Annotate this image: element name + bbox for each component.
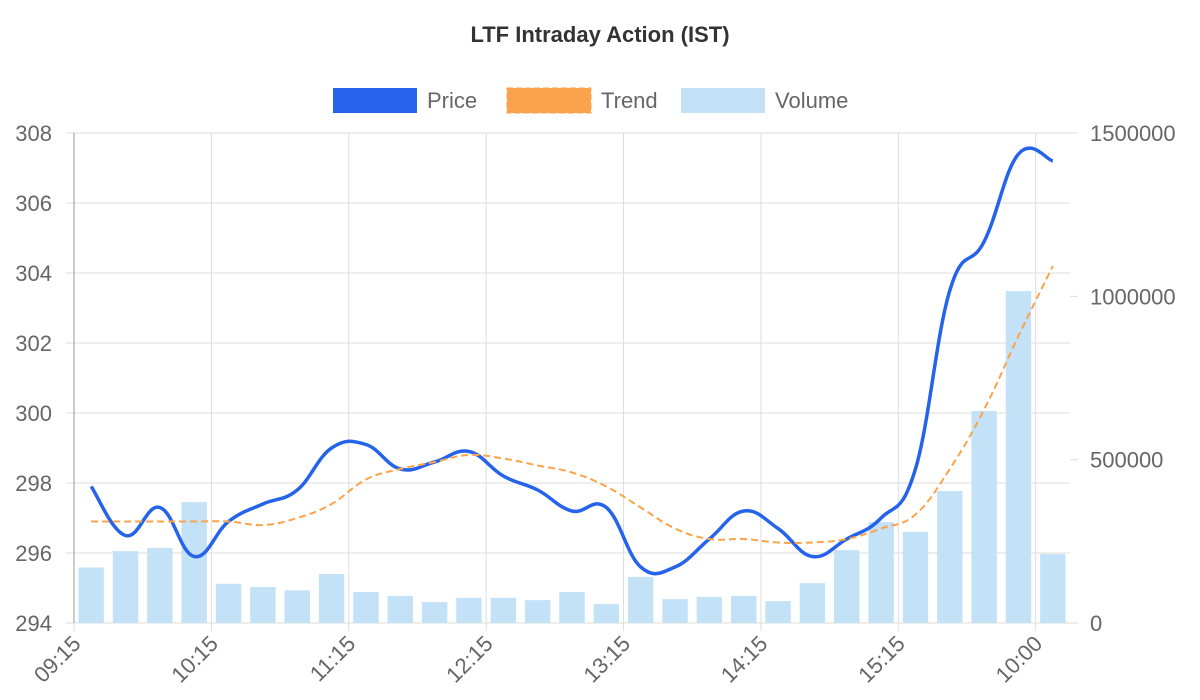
- x-tick-label: 13:15: [578, 631, 635, 688]
- volume-bar: [456, 597, 482, 623]
- x-tick-label: 10:15: [166, 631, 223, 688]
- x-tick-label: 12:15: [441, 631, 498, 688]
- volume-bar: [353, 591, 379, 623]
- x-tick-label: 11:15: [305, 631, 360, 686]
- volume-bar: [559, 591, 585, 623]
- volume-bar: [834, 550, 860, 623]
- volume-bar: [490, 597, 517, 623]
- volume-bar: [112, 551, 139, 623]
- volume-bar: [868, 522, 894, 623]
- volume-bar: [1040, 554, 1066, 623]
- y-tick-label: 296: [15, 541, 52, 566]
- y-tick-label: 302: [15, 331, 52, 356]
- volume-bar: [937, 491, 963, 623]
- volume-bar: [78, 567, 104, 623]
- volume-bar: [421, 602, 448, 623]
- y-tick-label: 306: [15, 191, 52, 216]
- volume-bar: [799, 583, 826, 623]
- volume-bar: [731, 595, 757, 623]
- volume-bar: [765, 601, 791, 623]
- y2-tick-label: 0: [1090, 611, 1102, 636]
- volume-bar: [662, 599, 688, 623]
- y2-tick-label: 500000: [1090, 448, 1163, 473]
- y-tick-label: 298: [15, 471, 52, 496]
- legend-swatch: [681, 88, 765, 113]
- chart-title: LTF Intraday Action (IST): [470, 22, 729, 47]
- y2-tick-label: 1000000: [1090, 284, 1176, 309]
- legend-swatch: [333, 88, 417, 113]
- volume-bar: [696, 596, 723, 623]
- line-1: [91, 265, 1054, 545]
- volume-bar: [181, 502, 207, 623]
- legend-label: Trend: [601, 88, 658, 113]
- volume-bar: [971, 410, 997, 623]
- legend-label: Volume: [775, 88, 848, 113]
- x-tick-label: 09:15: [29, 631, 86, 688]
- y-tick-label: 308: [15, 121, 52, 146]
- y2-tick-label: 1500000: [1090, 121, 1176, 146]
- volume-bar: [387, 595, 413, 623]
- volume-bar: [593, 604, 620, 623]
- volume-bar: [524, 600, 551, 623]
- x-tick-label: 15:15: [853, 631, 910, 688]
- volume-bar: [902, 531, 929, 623]
- volume-bar: [215, 583, 242, 623]
- volume-bar: [318, 574, 345, 623]
- y-tick-label: 304: [15, 261, 52, 286]
- y-tick-label: 294: [15, 611, 52, 636]
- volume-bar: [147, 547, 173, 623]
- legend-swatch: [506, 87, 592, 114]
- legend-label: Price: [427, 88, 477, 113]
- volume-bar: [250, 587, 276, 623]
- x-tick-label: 14:15: [716, 631, 773, 688]
- volume-bar: [1005, 291, 1032, 623]
- line-0: [89, 146, 1054, 576]
- volume-bar: [284, 590, 310, 623]
- y-tick-label: 300: [15, 401, 52, 426]
- volume-bar: [627, 576, 654, 623]
- x-tick-label: 10:00: [991, 631, 1048, 688]
